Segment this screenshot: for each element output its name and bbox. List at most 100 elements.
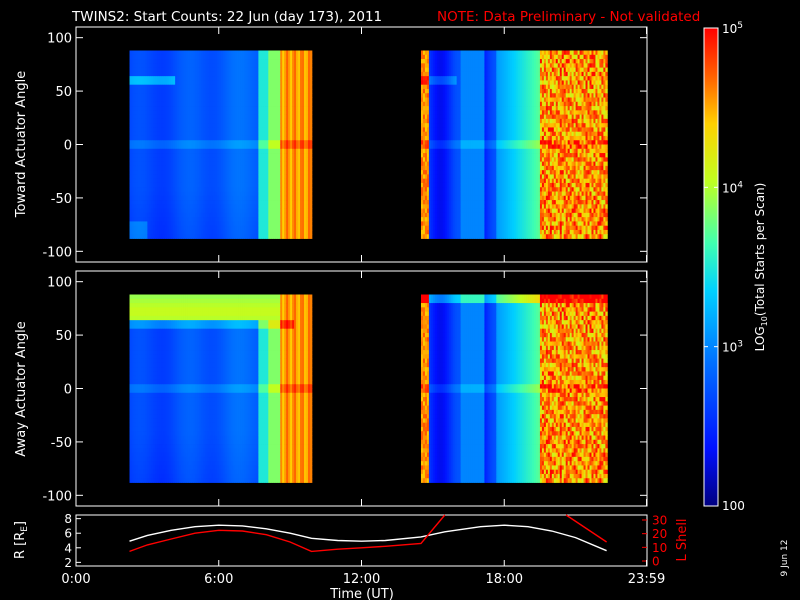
heatmap-cell — [426, 76, 430, 81]
heatmap-cell — [141, 221, 144, 227]
heatmap-cell — [149, 204, 152, 209]
heatmap-cell — [300, 204, 303, 209]
heatmap-cell — [300, 76, 303, 81]
heatmap-cell — [169, 182, 172, 188]
heatmap-cell — [456, 148, 460, 154]
heatmap-cell — [292, 131, 295, 137]
heatmap-cell — [264, 63, 267, 68]
heatmap-cell — [185, 76, 188, 81]
heatmap-cell — [135, 208, 138, 214]
heatmap-cell — [460, 127, 464, 133]
heatmap-cell — [175, 101, 178, 107]
heatmap-cell — [272, 106, 275, 111]
heatmap-cell — [198, 71, 202, 77]
heatmap-cell — [139, 76, 142, 81]
heatmap-cell — [232, 67, 236, 73]
heatmap-cell — [250, 165, 253, 171]
heatmap-cell — [278, 127, 281, 133]
heatmap-cell — [426, 50, 430, 56]
heatmap-cell — [189, 88, 192, 94]
heatmap-cell — [153, 191, 156, 197]
heatmap-cell — [190, 182, 194, 188]
heatmap-cell — [262, 234, 265, 239]
heatmap-cell — [260, 50, 263, 56]
heatmap-cell — [456, 161, 460, 167]
heatmap-cell — [258, 225, 261, 231]
heatmap-cell — [149, 161, 152, 167]
heatmap-cell — [284, 84, 287, 90]
heatmap-cell — [290, 170, 293, 175]
heatmap-cell — [448, 195, 452, 201]
heatmap-cell — [220, 127, 224, 133]
heatmap-cell — [452, 200, 456, 205]
heatmap-cell — [446, 54, 450, 60]
heatmap-cell — [177, 59, 180, 64]
heatmap-cell — [462, 59, 465, 64]
heatmap-cell — [262, 195, 265, 201]
heatmap-cell — [446, 161, 450, 167]
heatmap-cell — [206, 67, 210, 73]
heatmap-cell — [456, 212, 460, 218]
heatmap-cell — [181, 131, 184, 137]
heatmap-cell — [424, 84, 428, 90]
heatmap-cell — [190, 157, 194, 162]
heatmap-cell — [258, 200, 261, 205]
heatmap-cell — [190, 88, 194, 94]
heatmap-cell — [220, 229, 224, 235]
heatmap-cell — [434, 118, 438, 124]
heatmap-cell — [307, 161, 311, 167]
heatmap-cell — [309, 153, 313, 158]
heatmap-cell — [254, 212, 257, 218]
heatmap-cell — [228, 67, 232, 73]
heatmap-cell — [220, 106, 224, 111]
heatmap-cell — [309, 178, 313, 184]
heatmap-cell — [422, 63, 426, 68]
heatmap-cell — [462, 76, 465, 81]
heatmap-cell — [422, 135, 426, 141]
heatmap-cell — [450, 140, 454, 145]
heatmap-cell — [258, 221, 261, 227]
heatmap-cell — [284, 131, 287, 137]
heatmap-cell — [436, 67, 440, 73]
heatmap-cell — [284, 123, 287, 128]
heatmap-cell — [462, 131, 465, 137]
heatmap-cell — [284, 221, 287, 227]
heatmap-cell — [309, 84, 313, 90]
heatmap-cell — [232, 93, 236, 98]
heatmap-cell — [194, 165, 198, 171]
heatmap-cell — [189, 50, 192, 56]
heatmap-cell — [175, 110, 178, 115]
heatmap-cell — [276, 153, 279, 158]
heatmap-cell — [167, 118, 170, 124]
heatmap-cell — [133, 200, 136, 205]
heatmap-cell — [292, 93, 295, 98]
heatmap-cell — [145, 174, 148, 180]
heatmap-cell — [185, 106, 188, 111]
heatmap-cell — [181, 191, 184, 197]
heatmap-cell — [282, 97, 285, 103]
heatmap-cell — [436, 157, 440, 162]
heatmap-cell — [147, 191, 150, 197]
heatmap-cell — [274, 84, 277, 90]
heatmap-cell — [282, 93, 285, 98]
heatmap-cell — [244, 140, 247, 145]
heatmap-cell — [192, 88, 196, 94]
heatmap-cell — [454, 165, 458, 171]
heatmap-cell — [448, 80, 452, 86]
heatmap-cell — [272, 217, 275, 222]
heatmap-cell — [276, 67, 279, 73]
heatmap-cell — [236, 195, 239, 201]
heatmap-cell — [218, 131, 222, 137]
heatmap-cell — [276, 76, 279, 81]
heatmap-cell — [302, 178, 305, 184]
heatmap-cell — [454, 234, 458, 239]
heatmap-cell — [434, 54, 438, 60]
heatmap-cell — [210, 148, 214, 154]
heatmap-cell — [288, 71, 291, 77]
heatmap-cell — [210, 182, 214, 188]
heatmap-cell — [454, 63, 458, 68]
heatmap-cell — [131, 217, 134, 222]
heatmap-cell — [266, 187, 269, 192]
heatmap-cell — [298, 93, 301, 98]
heatmap-cell — [240, 182, 243, 188]
